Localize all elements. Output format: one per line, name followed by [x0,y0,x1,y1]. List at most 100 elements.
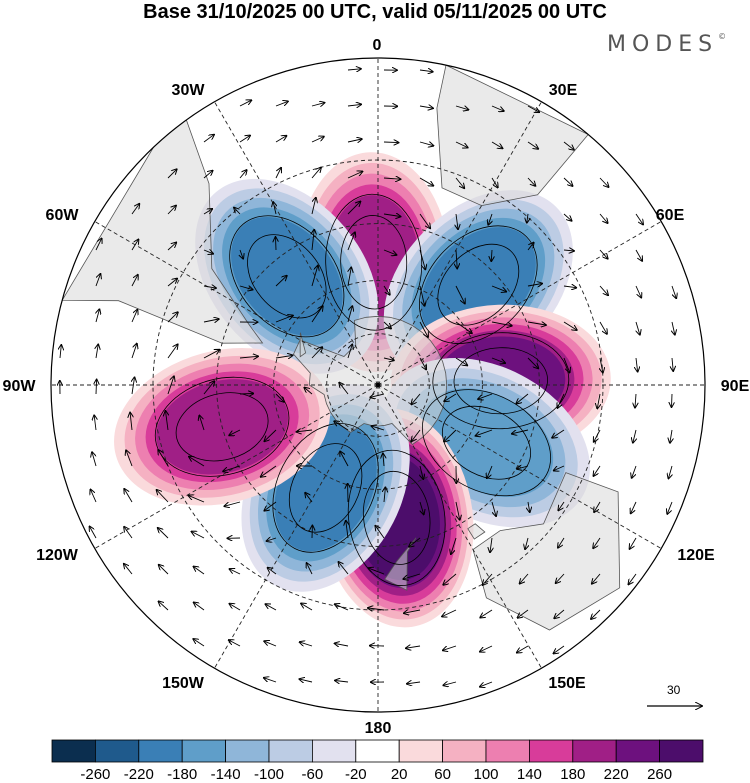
wind-vector [203,171,213,179]
wind-vector [194,567,205,575]
colorbar-swatch [659,739,704,763]
wind-vector [370,394,385,397]
wind-vector [239,170,247,179]
wind-vector [158,528,169,539]
contour-line [288,443,363,533]
colorbar-swatch [268,739,313,763]
longitude-label: 30E [549,82,578,99]
wind-vector [383,358,394,360]
wind-vector [264,678,277,683]
wind-vector [203,250,213,254]
wind-vector [455,177,464,188]
meridian-line [377,384,542,669]
wind-vector [419,321,428,337]
wind-vector [203,350,219,359]
longitude-label: 0 [373,37,382,54]
meridian-line [377,221,662,386]
contour-line [175,392,269,462]
wind-vector [594,429,601,442]
wind-vector [563,250,574,251]
wind-vector [672,393,673,407]
wind-vector [487,465,493,478]
wind-vector [563,141,574,150]
wind-vector [234,208,241,215]
wind-vector [159,601,169,611]
wind-vector [419,142,433,146]
wind-vector [455,321,472,333]
wind-vector [275,101,288,107]
wind-vector [239,100,251,107]
wind-vector [456,213,458,229]
wind-vector [527,105,539,112]
wind-vector [591,609,601,619]
wind-vector [443,682,457,685]
longitude-label: 60W [46,207,80,224]
wind-vector [517,466,529,469]
wind-vector [635,393,636,408]
wind-vector [167,243,176,251]
wind-vector [158,450,169,467]
wind-vector [347,306,352,323]
longitude-label: 120W [36,547,79,564]
wind-vector [599,249,608,259]
colorbar-swatch [398,739,444,763]
wind-vector [372,426,385,430]
wind-vector [229,640,241,647]
wind-vector [419,249,425,269]
wind-vector [667,501,673,514]
wind-vector [90,527,97,539]
wind-vector [167,345,178,359]
wind-vector [203,286,216,288]
wind-vector [375,526,385,539]
wind-vector [599,213,608,223]
wind-vector [420,465,423,479]
wind-vector [312,230,314,251]
colorbar-tick-label: 20 [391,766,408,783]
wind-vector [203,135,214,143]
contour-line [272,423,379,553]
meridian-line [94,221,379,386]
wind-vector [267,538,277,541]
colorbar-tick-label: 220 [604,766,629,783]
wind-vector [230,604,241,611]
wind-vector [451,537,457,554]
wind-vector [130,413,132,431]
wind-vector [633,429,636,443]
wind-vector [167,312,178,323]
wind-vector [563,177,573,186]
wind-vector [527,243,534,251]
wind-vector [239,136,250,143]
map-title: Base 31/10/2025 00 UTC, valid 05/11/2025… [143,1,607,23]
modes-logo: MODES© [607,32,726,57]
wind-vector [412,393,421,404]
wind-vector [131,275,138,287]
wind-vector [264,641,277,647]
wind-vector [419,177,433,186]
wind-vector-layer [60,69,676,687]
wind-vector [409,537,421,547]
wind-vector [527,322,546,325]
colorbar-swatch [95,739,140,763]
wind-vector [455,501,460,520]
colorbar-tick-label: -260 [80,766,110,783]
wind-vector [339,562,349,575]
reference-vector-label: 30 [667,683,681,697]
wind-vector [406,646,421,648]
wind-vector [419,106,433,108]
wind-vector [407,682,421,684]
wind-vector [491,285,506,292]
wind-vector [94,416,96,431]
wind-vector [124,527,133,539]
colorbar-swatch [529,739,574,763]
wind-vector [239,286,253,290]
new-zealand [384,537,417,591]
wind-vector [491,141,502,148]
wind-vector [527,177,535,186]
longitude-label: 90W [3,378,37,395]
wind-vector [455,285,465,303]
colorbar-swatch [572,739,617,763]
colorbar-tick-label: 180 [560,766,585,783]
wind-vector [488,213,492,225]
contour-line [325,193,423,331]
colorbar-tick-label: -220 [124,766,154,783]
